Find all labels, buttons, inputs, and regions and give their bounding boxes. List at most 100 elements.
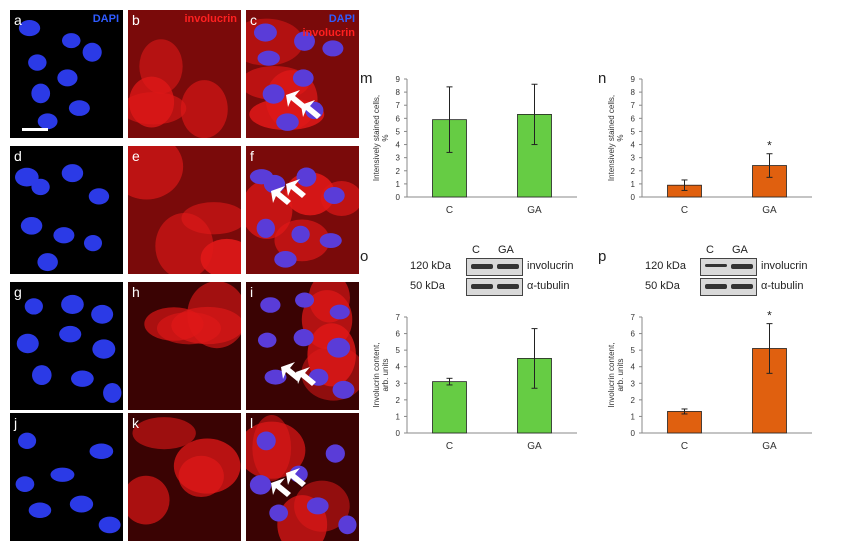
- micrograph-panel-g: g: [10, 282, 123, 410]
- nucleus: [32, 365, 52, 386]
- nucleus: [83, 235, 103, 252]
- micrograph-image: [246, 10, 359, 138]
- chart-letter: m: [360, 70, 373, 87]
- channel-label: involucrin: [184, 13, 237, 25]
- nucleus: [53, 227, 75, 244]
- arrow-icon: [271, 186, 291, 205]
- y-tick-label: 5: [396, 127, 401, 136]
- blot-band: [705, 264, 727, 267]
- nucleus: [59, 325, 82, 343]
- y-tick-label: 1: [631, 180, 636, 189]
- micrograph-panel-k: k: [128, 413, 241, 541]
- nucleus: [325, 444, 345, 463]
- nucleus: [69, 495, 94, 513]
- y-tick-label: 5: [631, 346, 636, 355]
- nucleus: [293, 329, 314, 347]
- arrow-icon: [301, 100, 321, 119]
- micrograph-image: [246, 413, 359, 541]
- molecular-weight-label: 120 kDa: [410, 260, 451, 272]
- y-tick-label: 9: [396, 75, 401, 84]
- micrograph-image: [128, 413, 241, 541]
- nucleus: [24, 298, 43, 315]
- protein-label: involucrin: [527, 260, 574, 272]
- nucleus: [91, 304, 114, 324]
- nucleus: [28, 54, 47, 71]
- nucleus: [50, 467, 75, 482]
- y-tick-label: 7: [396, 313, 401, 322]
- y-tick-label: 1: [396, 180, 401, 189]
- nucleus: [18, 20, 41, 37]
- y-axis-label: Involucrin content,arb. units: [372, 343, 390, 408]
- nucleus: [292, 69, 314, 87]
- panel-letter: j: [14, 415, 18, 431]
- bar-chart-o: 0 1 2 3 4 5 6 7 Involucrin content,arb. units C GA…: [360, 248, 617, 464]
- nucleus: [276, 113, 299, 131]
- nucleus: [329, 304, 350, 320]
- panel-letter: e: [132, 148, 140, 164]
- nucleus: [16, 333, 39, 354]
- y-tick-label: 4: [631, 141, 636, 150]
- cytoplasm-blob: [246, 66, 310, 100]
- nucleus: [82, 42, 102, 62]
- scale-bar: [22, 128, 48, 131]
- y-tick-label: 4: [396, 363, 401, 372]
- arrow-icon: [286, 179, 306, 198]
- panel-letter: g: [14, 284, 22, 300]
- protein-label: involucrin: [761, 260, 808, 272]
- nucleus: [274, 251, 297, 268]
- cytoplasm-blob: [285, 172, 335, 216]
- y-tick-label: 6: [631, 114, 636, 123]
- micrograph-panel-f: f: [246, 146, 359, 274]
- cytoplasm-blob: [139, 39, 183, 94]
- cytoplasm-blob: [180, 80, 228, 138]
- nucleus: [291, 225, 310, 244]
- nucleus: [323, 186, 345, 205]
- molecular-weight-label: 120 kDa: [645, 260, 686, 272]
- y-tick-label: 4: [396, 141, 401, 150]
- y-tick-label: 2: [396, 167, 401, 176]
- panel-letter: i: [250, 284, 254, 300]
- y-tick-label: 6: [631, 330, 636, 339]
- blot-band: [471, 284, 493, 289]
- y-tick-label: 8: [631, 88, 636, 97]
- chart-svg: 0 1 2 3 4 5 6 7 8 9 Intensively stained cells,% C GA…: [607, 75, 812, 216]
- y-tick-label: 8: [396, 88, 401, 97]
- nucleus: [57, 69, 78, 87]
- arrow-icon: [271, 478, 291, 497]
- y-tick-label: 7: [631, 313, 636, 322]
- nucleus: [319, 233, 342, 249]
- nucleus: [15, 476, 35, 492]
- micrograph-panel-h: h: [128, 282, 241, 410]
- nucleus: [31, 83, 51, 104]
- bar-chart-n: 0 1 2 3 4 5 6 7 8 9 Intensively stained cells,% C GA…: [598, 70, 845, 228]
- nucleus: [61, 164, 84, 183]
- chart-letter: p: [598, 248, 607, 265]
- y-tick-label: 5: [396, 346, 401, 355]
- micrograph-panel-e: e: [128, 146, 241, 274]
- arrow-icon: [296, 367, 316, 386]
- y-tick-label: 3: [396, 154, 401, 163]
- nucleus: [306, 497, 329, 515]
- micrograph-panel-a: a DAPI: [10, 10, 123, 138]
- chart-svg: 0 1 2 3 4 5 6 7 Involucrin content,arb. units C GA: [372, 313, 577, 452]
- molecular-weight-label: 50 kDa: [645, 280, 680, 292]
- lane-label: C: [706, 244, 714, 256]
- nucleus: [322, 40, 344, 57]
- lane-label: GA: [732, 244, 748, 256]
- nucleus: [296, 167, 317, 187]
- micrograph-image: [15, 432, 121, 534]
- arrow-icon: [286, 90, 306, 109]
- nucleus: [15, 167, 39, 187]
- chart-letter: n: [598, 70, 607, 87]
- nucleus: [61, 33, 81, 49]
- y-axis-label: Involucrin content,arb. units: [607, 343, 625, 408]
- chart-svg: 0 1 2 3 4 5 6 7 Involucrin content,arb. units C GA…: [607, 309, 812, 452]
- significance-mark: *: [767, 309, 772, 323]
- y-tick-label: 0: [396, 193, 401, 202]
- y-tick-label: 6: [396, 114, 401, 123]
- nucleus: [18, 432, 37, 449]
- x-tick-label: GA: [762, 205, 777, 216]
- bar-chart-p: 0 1 2 3 4 5 6 7 Involucrin content,arb. units C GA…: [598, 248, 845, 464]
- nucleus: [249, 169, 274, 185]
- blot-band: [497, 284, 519, 289]
